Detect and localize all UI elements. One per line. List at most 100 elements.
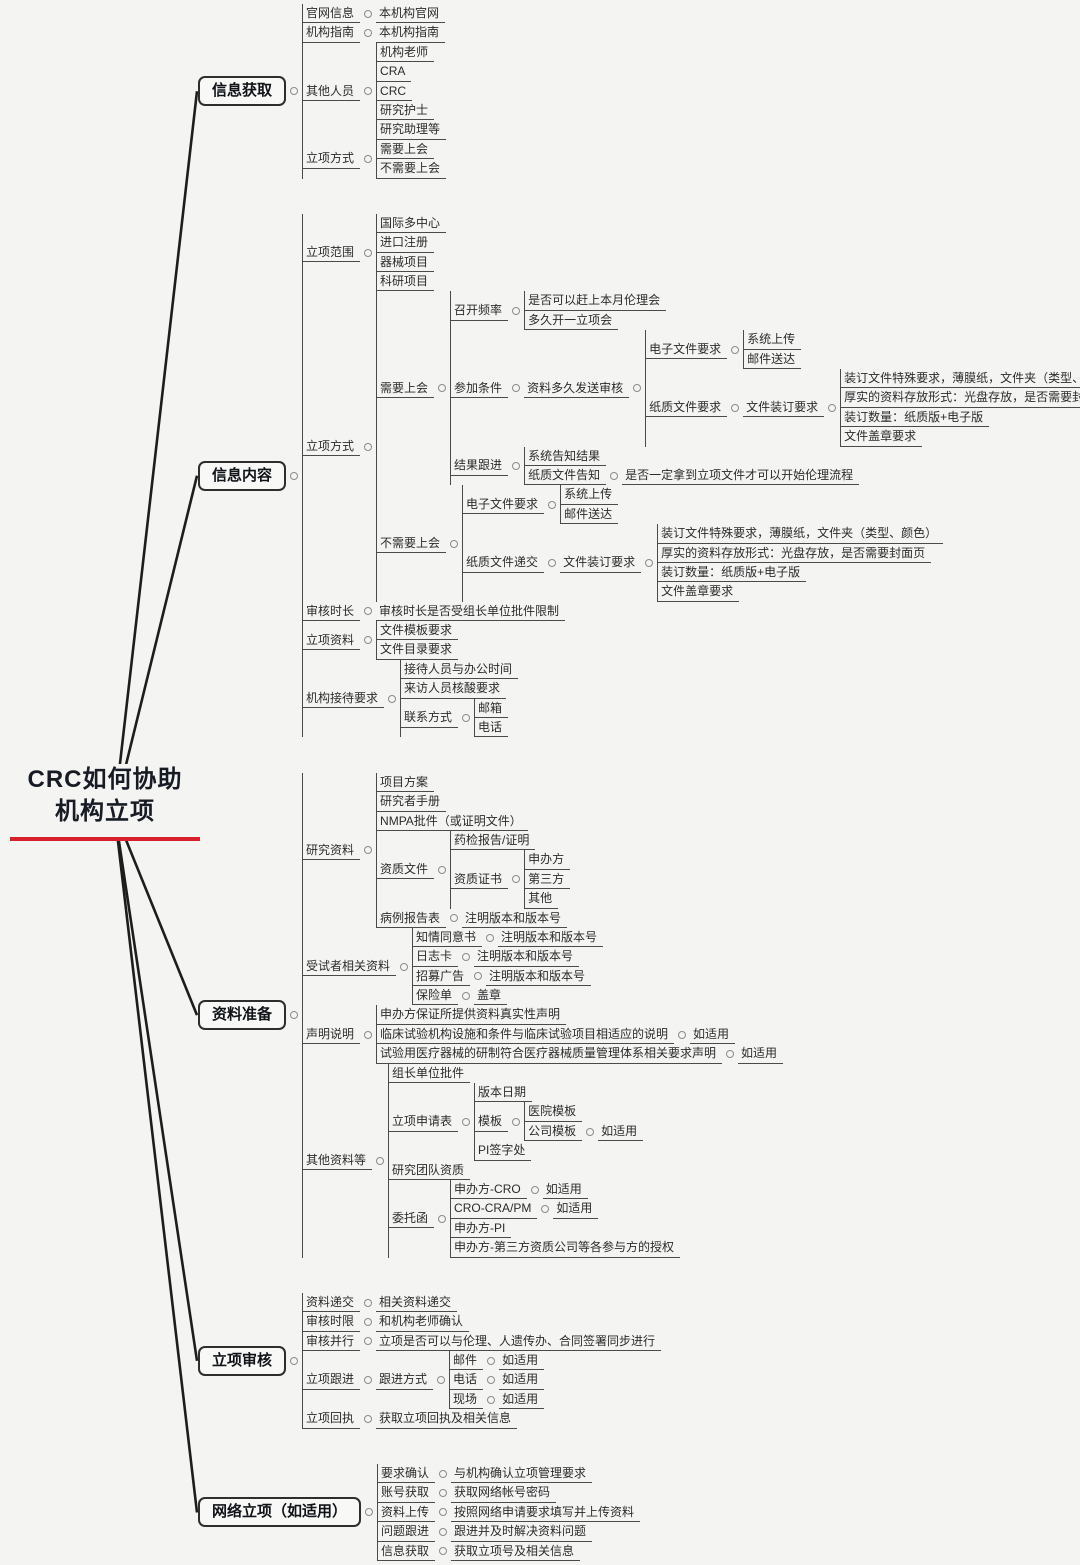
branch: 如适用 bbox=[499, 1370, 545, 1390]
topic-label: 临床试验机构设施和条件与临床试验项目相适应的说明 bbox=[377, 1025, 675, 1045]
branch-junction-icon bbox=[364, 87, 373, 96]
branch-junction-icon bbox=[633, 384, 642, 393]
children-group: 电子文件要求 系统上传 邮件送达 纸质文件递交 文件装订要求 装订文件特殊要求，薄膜纸，文… bbox=[462, 485, 944, 602]
branch-junction-icon bbox=[731, 345, 740, 354]
topic-label: 器械项目 bbox=[377, 253, 435, 273]
branch-junction-icon bbox=[364, 1376, 373, 1385]
branch: PI签字处 bbox=[475, 1141, 643, 1161]
children-group: 接待人员与办公时间 来访人员核酸要求 联系方式 邮箱 电话 bbox=[400, 659, 519, 738]
branch-junction-icon bbox=[828, 403, 837, 412]
topic-label: 文件盖章要求 bbox=[841, 427, 923, 447]
topic-label: CRA bbox=[377, 62, 412, 82]
children-group: 跟进方式 邮件 如适用 电话 如适用 现场 如适用 bbox=[376, 1351, 545, 1410]
branch-junction-icon bbox=[438, 865, 447, 874]
branch: 如适用 bbox=[542, 1180, 588, 1200]
branch: 资料递交 相关资料递交 bbox=[303, 1293, 661, 1313]
branch: 邮箱 bbox=[475, 699, 509, 719]
topic-label: 研究者手册 bbox=[377, 792, 447, 812]
topic-label: 立项申请表 bbox=[389, 1112, 459, 1132]
topic-label: 审核时限 bbox=[303, 1312, 361, 1332]
children-group: 需要上会 不需要上会 bbox=[376, 139, 447, 179]
branch: 科研项目 bbox=[377, 272, 446, 292]
branch: CRO-CRA/PM 如适用 bbox=[451, 1199, 680, 1219]
branch: 文件盖章要求 bbox=[658, 582, 943, 602]
branch: 文件盖章要求 bbox=[841, 427, 1080, 447]
topic-label: 文件装订要求 bbox=[560, 553, 642, 573]
topic-label: 是否一定拿到立项文件才可以开始伦理流程 bbox=[622, 466, 860, 486]
children-group: 电子文件要求 系统上传 邮件送达 纸质文件要求 文件装订要求 装订文件特殊要求，薄膜纸，文… bbox=[645, 330, 1080, 447]
branch: 文件目录要求 bbox=[377, 640, 459, 660]
topic-label: 资料多久发送审核 bbox=[524, 379, 630, 399]
topic-label: 知情同意书 bbox=[413, 928, 483, 948]
branch: 按照网络申请要求填写并上传资料 bbox=[451, 1503, 641, 1523]
branch-junction-icon bbox=[512, 875, 521, 884]
branch: 盖章 bbox=[474, 986, 508, 1006]
branch: 厚实的资料存放形式：光盘存放，是否需要封面页 bbox=[841, 388, 1080, 408]
topic-label: 电话 bbox=[475, 718, 509, 738]
topic-label: 文件目录要求 bbox=[377, 640, 459, 660]
branch: 系统上传 bbox=[744, 330, 802, 350]
topic-label: 国际多中心 bbox=[377, 214, 447, 234]
topic-label: 机构老师 bbox=[377, 43, 435, 63]
topic-label: 装订文件特殊要求，薄膜纸，文件夹（类型、颜色） bbox=[841, 369, 1080, 389]
children-group: 国际多中心 进口注册 器械项目 科研项目 bbox=[376, 213, 447, 292]
children-group: 与机构确认立项管理要求 bbox=[451, 1464, 593, 1484]
children-group: 装订文件特殊要求，薄膜纸，文件夹（类型、颜色）厚实的资料存放形式：光盘存放，是否… bbox=[840, 369, 1080, 447]
topic-label: 邮箱 bbox=[475, 699, 509, 719]
branch: 接待人员与办公时间 bbox=[401, 660, 519, 680]
topic-label: 系统告知结果 bbox=[525, 447, 607, 466]
children-group: 审核时长是否受组长单位批件限制 bbox=[376, 602, 566, 622]
branch: 日志卡 注明版本和版本号 bbox=[413, 947, 603, 967]
topic-label: CRC bbox=[377, 82, 413, 101]
topic-label: 研究资料 bbox=[303, 841, 361, 861]
branch-junction-icon bbox=[364, 1298, 373, 1307]
topic-label: 参加条件 bbox=[451, 379, 509, 399]
branch: 知情同意书 注明版本和版本号 bbox=[413, 928, 604, 948]
children-group: 系统上传 邮件送达 bbox=[743, 330, 802, 369]
branch: 立项是否可以与伦理、人遗传办、合同签署同步进行 bbox=[376, 1332, 662, 1352]
topic-label: 不需要上会 bbox=[377, 159, 447, 179]
topic-label: 其他人员 bbox=[303, 82, 361, 101]
children-group: 盖章 bbox=[474, 986, 508, 1006]
branch: 电话 如适用 bbox=[450, 1370, 545, 1390]
topic-label: 装订数量：纸质版+电子版 bbox=[841, 408, 990, 428]
topic-label: 项目方案 bbox=[377, 773, 435, 793]
branch-junction-icon bbox=[364, 1030, 373, 1039]
children-group: 文件装订要求装订文件特殊要求，薄膜纸，文件夹（类型、颜色）厚实的资料存放形式：光… bbox=[743, 369, 1080, 447]
branch: 电话 bbox=[475, 718, 509, 738]
topic-label: 系统上传 bbox=[744, 330, 802, 350]
topic-label: 获取网络帐号密码 bbox=[451, 1483, 557, 1503]
branch-junction-icon bbox=[364, 9, 373, 18]
branch: 审核时长 审核时长是否受组长单位批件限制 bbox=[303, 602, 1080, 622]
branch: 研究者手册 bbox=[377, 792, 570, 812]
topic-label: 模板 bbox=[475, 1112, 509, 1132]
children-group: 资料多久发送审核 电子文件要求 系统上传 邮件送达 纸质文件要求 文件装订要求 装订文件特殊… bbox=[524, 330, 1080, 447]
topic-label: 研究护士 bbox=[377, 101, 435, 121]
branch-junction-icon bbox=[364, 607, 373, 616]
branch-junction-icon bbox=[487, 1376, 496, 1385]
branch: 和机构老师确认 bbox=[376, 1312, 470, 1332]
branch-junction-icon bbox=[512, 1117, 521, 1126]
branch: 病例报告表 注明版本和版本号 bbox=[377, 909, 570, 928]
topic-label: 申办方-第三方资质公司等各参与方的授权 bbox=[451, 1238, 681, 1258]
branch-junction-icon bbox=[388, 694, 397, 703]
topic-label: 研究团队资质 bbox=[389, 1161, 471, 1180]
branch: 装订文件特殊要求，薄膜纸，文件夹（类型、颜色） bbox=[658, 524, 944, 544]
children-group: 申办方保证所提供资料真实性声明 临床试验机构设施和条件与临床试验项目相适应的说明如… bbox=[376, 1005, 784, 1064]
topic-label: 审核时长是否受组长单位批件限制 bbox=[376, 602, 566, 622]
branch: 机构接待要求 接待人员与办公时间 来访人员核酸要求 联系方式 邮箱 电话 bbox=[303, 659, 1080, 738]
branch-junction-icon bbox=[365, 1508, 374, 1517]
branch: 国际多中心 bbox=[377, 214, 447, 234]
topic-label: 联系方式 bbox=[401, 708, 459, 728]
branch: 注明版本和版本号 bbox=[498, 928, 604, 948]
branch: 纸质文件要求文件装订要求装订文件特殊要求，薄膜纸，文件夹（类型、颜色）厚实的资料… bbox=[646, 369, 1080, 447]
root-connector-line bbox=[113, 811, 199, 1361]
root-connector-line bbox=[113, 811, 199, 1016]
topic-label: 申办方保证所提供资料真实性声明 bbox=[377, 1005, 567, 1025]
branch: 版本日期 bbox=[475, 1083, 643, 1103]
branch: 注明版本和版本号 bbox=[486, 967, 592, 987]
children-group: 如适用 bbox=[542, 1180, 588, 1200]
branch-junction-icon bbox=[439, 1527, 448, 1536]
mindmap-tree: 信息获取 官网信息 本机构官网 机构指南 本机构指南 其他人员 机构老师 CRA CRC 研究护士… bbox=[198, 4, 1080, 1561]
